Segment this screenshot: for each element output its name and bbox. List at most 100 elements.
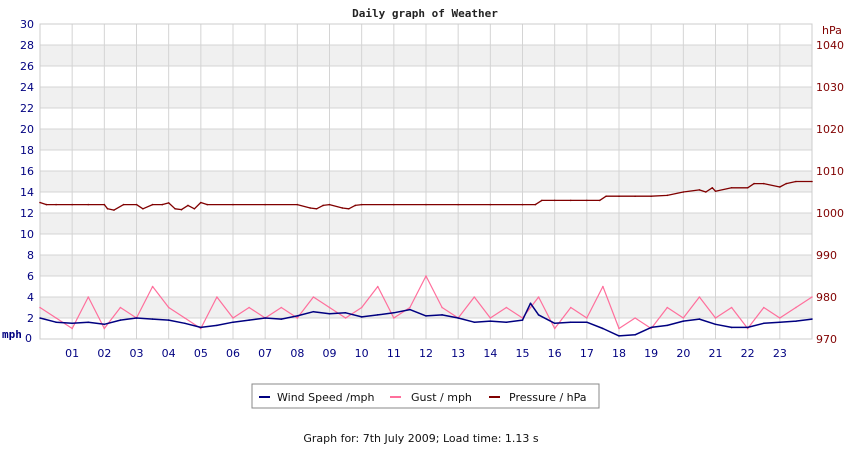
data-point-wind [666,324,669,327]
legend-box [251,383,600,409]
data-point-pressure [113,209,115,211]
data-point-pressure [521,203,524,206]
data-point-wind [634,334,636,336]
data-point-wind [457,317,459,319]
data-point-gust [425,275,427,277]
x-tick-label: 21 [709,347,723,360]
x-tick-label: 07 [258,347,272,360]
right-tick-label: 990 [816,249,837,262]
data-point-pressure [106,208,109,210]
data-point-wind [529,302,532,305]
data-point-gust [248,306,250,309]
x-axis-ticks: 01 02 03 04 05 06 07 08 09 10 11 12 13 14 15 16 17 18 19 20… [65,347,787,360]
data-point-gust [795,306,797,309]
left-tick-label: 14 [20,186,34,199]
left-tick-label: 28 [20,39,34,52]
data-point-pressure [714,190,717,192]
data-point-pressure [341,207,344,209]
data-point-pressure [264,203,266,206]
data-point-pressure [45,203,48,206]
data-point-gust [489,317,492,319]
left-tick-label: 26 [20,60,34,73]
data-point-gust [682,317,685,319]
data-point-pressure [39,201,41,204]
data-point-wind [682,320,685,322]
data-point-gust [71,327,73,330]
left-tick-label: 30 [20,18,34,31]
data-point-pressure [553,199,556,202]
data-point-pressure [618,195,620,197]
data-point-gust [360,306,363,309]
data-point-gust [151,285,154,288]
left-tick-label: 4 [27,291,34,304]
data-point-gust [553,327,556,330]
data-point-gust [119,306,122,309]
data-point-gust [537,296,540,298]
data-point-wind [521,319,524,321]
data-point-pressure [87,203,90,206]
data-point-pressure [193,208,196,210]
data-point-wind [714,323,717,326]
left-tick-label: 8 [27,249,34,262]
data-point-wind [248,319,250,321]
data-point-pressure [705,191,707,193]
data-point-gust [167,306,170,309]
data-point-wind [71,322,73,325]
data-point-pressure [598,199,601,202]
data-point-wind [393,311,395,314]
data-point-wind [39,317,41,319]
data-point-pressure [348,208,350,210]
data-point-pressure [785,182,788,185]
data-point-wind [216,324,218,327]
x-tick-label: 14 [483,347,497,360]
data-point-pressure [206,203,209,206]
data-point-gust [762,306,765,309]
data-point-pressure [682,191,685,193]
left-tick-label: 0 [25,332,32,345]
data-point-wind [441,314,443,316]
data-point-gust [634,317,636,319]
x-tick-label: 10 [355,347,369,360]
data-point-gust [441,306,443,309]
x-tick-label: 11 [387,347,401,360]
left-tick-label: 22 [20,102,34,115]
data-point-pressure [315,208,318,210]
data-point-wind [586,321,588,324]
data-point-pressure [746,187,749,189]
data-point-pressure [232,203,234,206]
x-tick-label: 09 [323,347,337,360]
left-tick-label: 2 [27,312,34,325]
series-layer [39,180,813,337]
right-axis-unit: hPa [822,24,842,37]
data-point-wind [135,317,138,319]
data-point-gust [39,306,41,309]
x-tick-label: 02 [97,347,111,360]
data-point-gust [730,306,733,309]
left-tick-label: 20 [20,123,34,136]
x-tick-label: 22 [741,347,755,360]
data-point-pressure [322,204,324,207]
data-point-pressure [586,199,588,202]
data-point-wind [376,314,379,316]
right-tick-label: 970 [816,333,837,346]
left-tick-label: 12 [20,207,34,220]
data-point-wind [746,326,749,329]
data-point-wind [312,310,315,313]
data-point-wind [602,327,604,330]
x-tick-label: 20 [676,347,690,360]
data-point-pressure [151,203,154,206]
data-point-pressure [698,189,701,191]
data-point-pressure [534,203,537,206]
data-point-wind [553,322,556,325]
x-tick-label: 23 [773,347,787,360]
data-point-wind [537,314,540,316]
x-tick-label: 19 [644,347,658,360]
data-point-wind [280,318,283,320]
data-point-wind [505,321,508,324]
data-point-pressure [328,203,331,206]
data-point-wind [618,335,620,337]
left-tick-label: 6 [27,270,34,283]
data-point-pressure [360,203,363,206]
legend-label-pressure: Pressure / hPa [509,391,587,404]
data-point-pressure [55,203,57,206]
